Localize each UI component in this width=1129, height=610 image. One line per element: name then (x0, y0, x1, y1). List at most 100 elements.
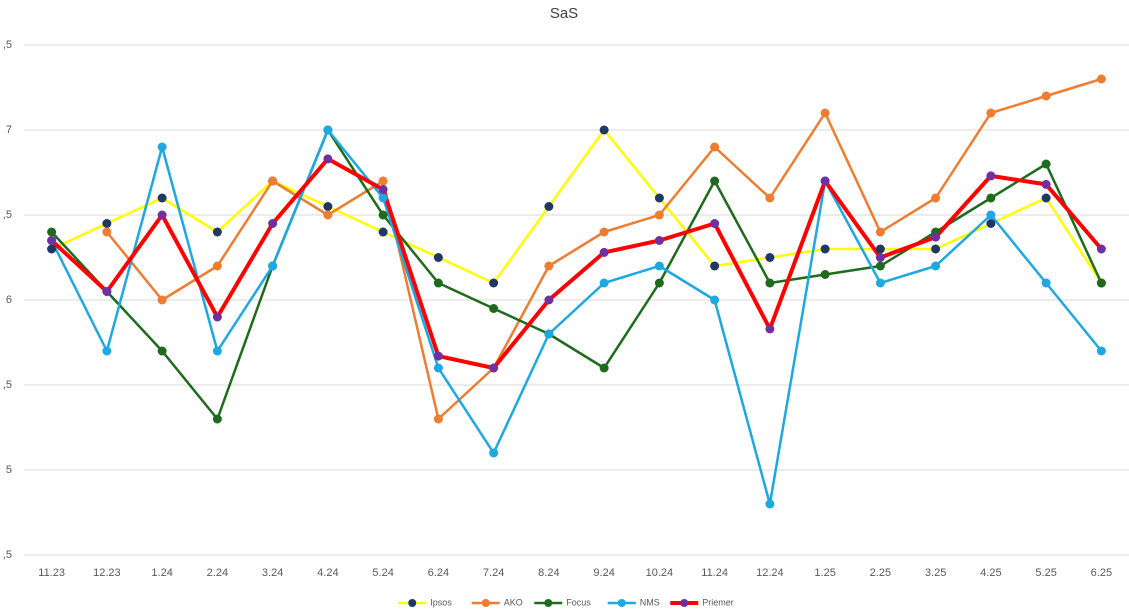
data-point (544, 329, 554, 339)
legend-marker (481, 599, 490, 607)
x-tick-label: 4.25 (980, 567, 1001, 579)
data-point (102, 227, 112, 237)
data-point (765, 499, 775, 509)
data-point (489, 448, 499, 458)
legend-label: Focus (566, 597, 591, 607)
x-tick-label: 12.24 (756, 567, 784, 579)
data-point (710, 295, 720, 305)
x-tick-label: 11.24 (701, 567, 728, 579)
legend-label: AKO (504, 597, 523, 607)
data-point (654, 210, 664, 220)
series-line (51, 128, 1103, 285)
data-point (931, 232, 941, 242)
data-point (378, 227, 388, 237)
data-point (102, 346, 112, 356)
data-point (654, 193, 664, 203)
data-point (820, 270, 830, 279)
x-tick-label: 7.24 (483, 567, 504, 579)
data-point (875, 253, 885, 262)
data-point (378, 193, 388, 203)
data-point (599, 278, 609, 288)
data-point (378, 185, 388, 194)
data-point (765, 324, 775, 334)
data-point (1096, 278, 1106, 288)
data-point (599, 125, 609, 135)
data-point (710, 142, 720, 152)
data-point (489, 363, 499, 373)
x-tick-label: 3.24 (262, 567, 283, 579)
data-point (710, 219, 720, 228)
data-point (599, 227, 609, 237)
data-point (1041, 193, 1051, 203)
data-point (47, 244, 57, 254)
y-tick-label: ,5 (3, 209, 12, 221)
data-point (544, 295, 554, 305)
data-point (212, 346, 222, 356)
data-point (323, 210, 333, 220)
data-point (323, 125, 333, 135)
data-point (268, 219, 278, 228)
series-line (50, 156, 1103, 370)
y-tick-label: ,5 (3, 39, 12, 51)
data-point (212, 227, 222, 237)
data-point (1096, 244, 1106, 254)
data-point (986, 210, 996, 220)
data-point (433, 351, 443, 361)
data-point (931, 244, 941, 254)
data-point (931, 261, 941, 271)
data-point (157, 295, 167, 305)
x-tick-label: 5.24 (372, 567, 393, 579)
x-tick-label: 9.24 (593, 567, 614, 579)
data-point (212, 414, 222, 424)
data-point (1041, 179, 1051, 189)
data-point (489, 278, 499, 288)
data-point (544, 202, 554, 211)
y-tick-label: 6 (6, 294, 12, 306)
legend-label: NMS (640, 597, 660, 607)
x-tick-label: 5.25 (1035, 567, 1056, 579)
data-point (986, 171, 996, 181)
data-point (875, 261, 885, 271)
x-tick-label: 6.25 (1091, 567, 1112, 579)
data-point (765, 253, 775, 262)
data-point (489, 304, 499, 313)
data-point (157, 142, 167, 152)
x-tick-label: 2.24 (207, 567, 228, 579)
data-point (931, 193, 941, 203)
data-point (986, 219, 996, 228)
data-point (47, 236, 57, 245)
data-point (433, 253, 443, 262)
data-point (102, 287, 112, 296)
data-point (268, 261, 278, 271)
series-line (50, 128, 1103, 506)
data-point (157, 346, 167, 356)
data-point (323, 202, 333, 211)
x-tick-label: 2.25 (870, 567, 891, 579)
data-point (1096, 74, 1106, 84)
x-tick-label: 12.23 (93, 567, 121, 579)
x-tick-label: 11.23 (38, 567, 65, 579)
legend-marker (544, 599, 553, 607)
data-point (1041, 91, 1051, 101)
data-point (157, 210, 167, 220)
data-point (433, 363, 443, 373)
data-point (875, 278, 885, 288)
x-tick-label: 6.24 (428, 567, 449, 579)
data-point (212, 261, 222, 271)
data-point (710, 176, 720, 186)
data-point (323, 154, 333, 164)
legend-marker (408, 599, 417, 607)
data-point (654, 236, 664, 245)
y-tick-label: ,5 (3, 549, 12, 561)
x-tick-label: 10.24 (646, 567, 674, 579)
series-line (50, 128, 1103, 421)
legend-label: Priemer (702, 597, 734, 607)
data-point (102, 219, 112, 228)
legend-label: Ipsos (430, 597, 452, 607)
x-tick-label: 8.24 (538, 567, 559, 579)
x-tick-label: 1.25 (814, 567, 835, 579)
data-point (765, 278, 775, 288)
x-tick-label: 4.24 (317, 567, 338, 579)
data-point (378, 210, 388, 220)
